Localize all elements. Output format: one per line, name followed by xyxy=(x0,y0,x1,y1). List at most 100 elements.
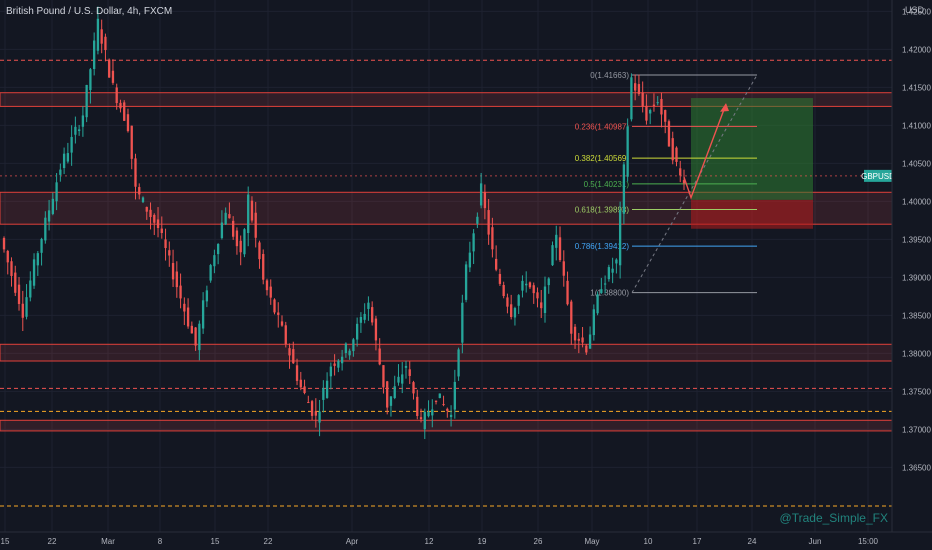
candle-body xyxy=(273,299,276,313)
chart-grid xyxy=(0,0,892,532)
candle-body xyxy=(585,345,588,353)
fibonacci-retracement[interactable]: 0(1.41663) 0.236(1.40987) 0.382(1.40569) 0.… xyxy=(575,71,758,298)
candle-body xyxy=(679,168,682,176)
candle-body xyxy=(70,136,73,153)
time-tick-label: 26 xyxy=(534,537,543,546)
candle-body xyxy=(483,192,487,209)
candle-body xyxy=(299,379,302,388)
candle-body xyxy=(419,417,423,420)
price-tick-label: 1.40500 xyxy=(902,159,931,168)
candle-body xyxy=(615,259,618,264)
candle-body xyxy=(363,313,366,320)
candle-body xyxy=(540,302,543,309)
candle-body xyxy=(525,283,528,286)
time-tick-label: 8 xyxy=(158,537,163,546)
candle-body xyxy=(243,229,246,255)
candle-body xyxy=(528,282,532,288)
candle-body xyxy=(506,297,509,307)
time-tick-label: 24 xyxy=(748,537,757,546)
candle-body xyxy=(449,414,453,418)
price-tick-label: 1.39500 xyxy=(902,235,931,244)
candle-body xyxy=(36,253,39,266)
price-tick-label: 1.37000 xyxy=(902,425,931,434)
candle-body xyxy=(397,376,400,383)
candle-body xyxy=(348,350,351,356)
price-tick-label: 1.42000 xyxy=(902,45,931,54)
candle-body xyxy=(652,104,656,106)
candle-body xyxy=(198,323,201,351)
price-axis-background xyxy=(892,0,932,550)
candle-body xyxy=(547,278,550,286)
candle-body xyxy=(59,169,62,175)
target-zone xyxy=(691,98,813,200)
candle-body xyxy=(310,401,314,416)
candle-body xyxy=(325,380,329,398)
candle-body xyxy=(62,153,66,169)
price-tick-label: 1.36500 xyxy=(902,463,931,472)
price-tick-label: 1.38000 xyxy=(902,349,931,358)
candle-body xyxy=(573,326,577,341)
candle-body xyxy=(494,258,498,270)
candle-body xyxy=(47,210,51,222)
candle-body xyxy=(258,242,261,260)
candle-body xyxy=(265,280,269,291)
candle-body xyxy=(641,92,644,107)
candle-body xyxy=(667,121,671,147)
candle-body xyxy=(408,369,411,376)
price-axis[interactable]: 1.42500 1.42000 1.41500 1.41000 1.40500 1.400… xyxy=(891,0,932,550)
price-zone xyxy=(0,343,893,362)
time-axis[interactable]: 15 22 Mar 8 15 22 Apr 12 19 26 May 10 17 24 Jun 15:00 xyxy=(0,531,932,546)
time-tick-label: 22 xyxy=(48,537,57,546)
candle-body xyxy=(472,233,475,252)
candle-body xyxy=(201,300,205,329)
candle-body xyxy=(156,219,160,229)
candle-body xyxy=(318,411,321,423)
candle-body xyxy=(479,183,483,206)
candle-body xyxy=(194,327,197,346)
fib-level-label: 0.5(1.40231) xyxy=(584,180,630,189)
candle-body xyxy=(461,302,464,343)
candle-body xyxy=(517,295,520,306)
candle-body xyxy=(355,323,359,340)
candle-body xyxy=(74,126,77,135)
candle-body xyxy=(292,349,295,364)
candle-body xyxy=(314,411,317,416)
candle-body xyxy=(401,374,404,384)
time-tick-label: 19 xyxy=(478,537,487,546)
candle-body xyxy=(592,309,595,336)
fib-level-label: 0.236(1.40987) xyxy=(575,122,630,131)
candlestick-series xyxy=(2,6,686,440)
candle-body xyxy=(288,348,291,356)
candle-body xyxy=(487,210,490,235)
candle-body xyxy=(239,240,242,253)
candle-body xyxy=(536,292,539,299)
candle-body xyxy=(213,255,216,267)
candle-body xyxy=(618,210,622,266)
time-tick-label: 10 xyxy=(644,537,653,546)
long-position-box[interactable] xyxy=(691,98,813,229)
candle-body xyxy=(431,409,434,416)
candle-body xyxy=(637,84,641,95)
candle-body xyxy=(247,194,250,234)
currency-label: USD xyxy=(904,5,924,15)
time-tick-label: 15 xyxy=(211,537,220,546)
candle-body xyxy=(228,214,231,219)
price-tick-label: 1.38500 xyxy=(902,311,931,320)
candle-body xyxy=(570,301,573,334)
candle-body xyxy=(134,158,137,187)
candle-body xyxy=(521,280,524,291)
candle-body xyxy=(457,349,460,377)
fib-level-label: 1(1.38800) xyxy=(590,289,629,298)
projection-arrowhead xyxy=(720,103,729,112)
candle-body xyxy=(607,267,611,280)
candle-body xyxy=(581,337,584,343)
candle-body xyxy=(438,393,441,399)
candle-body xyxy=(108,59,111,78)
candle-body xyxy=(464,264,468,300)
candle-body xyxy=(138,187,141,195)
candle-body xyxy=(2,238,6,250)
candle-body xyxy=(532,285,535,294)
price-tick-label: 1.41000 xyxy=(902,121,931,130)
candle-body xyxy=(682,180,686,184)
